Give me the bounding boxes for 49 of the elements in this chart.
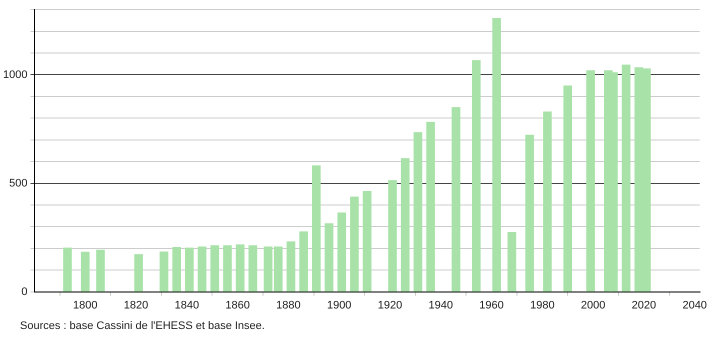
bar <box>96 250 105 292</box>
bar <box>350 196 359 292</box>
x-tick-label: 1880 <box>276 299 301 312</box>
bar <box>543 112 552 292</box>
x-tick-label: 2000 <box>580 299 606 312</box>
bar <box>586 70 595 292</box>
bar <box>388 180 397 292</box>
x-tick-label: 1920 <box>378 299 402 312</box>
bar <box>198 246 206 292</box>
bar <box>185 248 194 292</box>
bar <box>452 107 460 292</box>
x-tick-label: 1900 <box>326 299 352 312</box>
x-tick-label: 1800 <box>73 299 98 312</box>
bar <box>80 252 90 292</box>
x-tick-label: 1980 <box>530 299 555 312</box>
x-tick-label: 1820 <box>124 299 148 312</box>
bar <box>324 223 334 292</box>
y-tick-label: 1000 <box>2 68 28 81</box>
x-tick-label: 1840 <box>174 299 200 312</box>
bar <box>622 64 630 292</box>
bar <box>134 254 143 292</box>
bar <box>563 85 572 292</box>
bar <box>472 60 481 292</box>
x-tick-label: 2020 <box>632 299 656 312</box>
bar <box>312 165 321 292</box>
y-tick-label: 0 <box>21 286 28 298</box>
bar <box>286 241 296 292</box>
bar <box>63 248 72 292</box>
x-tick-label: 1940 <box>428 299 453 312</box>
source-note: Sources : base Cassini de l'EHESS et base Insee. <box>20 320 265 332</box>
bar <box>299 231 308 292</box>
bar <box>414 132 422 292</box>
bar <box>508 232 516 292</box>
bar <box>223 245 232 292</box>
bar <box>160 252 168 292</box>
bar <box>400 158 410 292</box>
bar <box>248 245 258 292</box>
bar <box>337 212 346 292</box>
bar <box>426 122 435 292</box>
x-tick-label: 1960 <box>479 299 504 312</box>
x-tick-label: 1860 <box>225 299 250 312</box>
bar <box>210 245 220 292</box>
bar <box>362 190 372 292</box>
bar <box>525 134 534 292</box>
bar <box>236 244 244 292</box>
bar <box>492 18 501 292</box>
y-tick-label: 500 <box>9 177 28 190</box>
bar <box>172 246 181 292</box>
x-tick-label: 2040 <box>682 299 707 312</box>
